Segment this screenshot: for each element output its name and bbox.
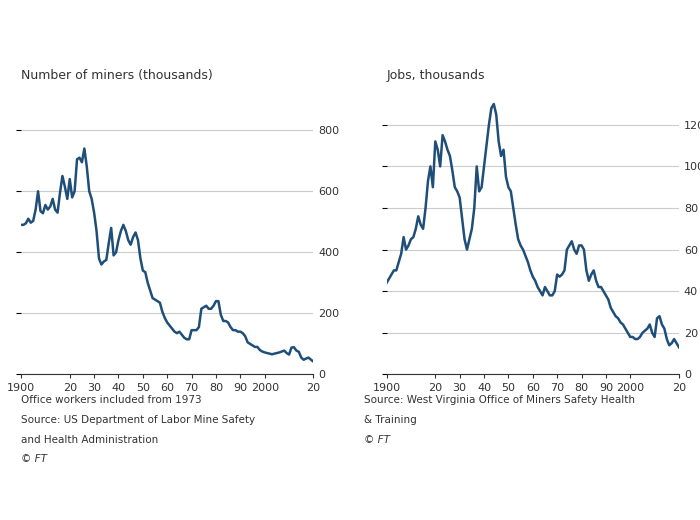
Text: Number of miners (thousands): Number of miners (thousands) [21, 69, 213, 82]
Text: © FT: © FT [21, 454, 47, 464]
Text: Office workers included from 1973: Office workers included from 1973 [21, 395, 202, 405]
Text: and Health Administration: and Health Administration [21, 435, 158, 445]
Text: Jobs, thousands: Jobs, thousands [386, 69, 485, 82]
Text: Source: US Department of Labor Mine Safety: Source: US Department of Labor Mine Safe… [21, 415, 255, 425]
Text: & Training: & Training [364, 415, 416, 425]
Text: Source: West Virginia Office of Miners Safety Health: Source: West Virginia Office of Miners S… [364, 395, 635, 405]
Text: © FT: © FT [364, 435, 390, 445]
